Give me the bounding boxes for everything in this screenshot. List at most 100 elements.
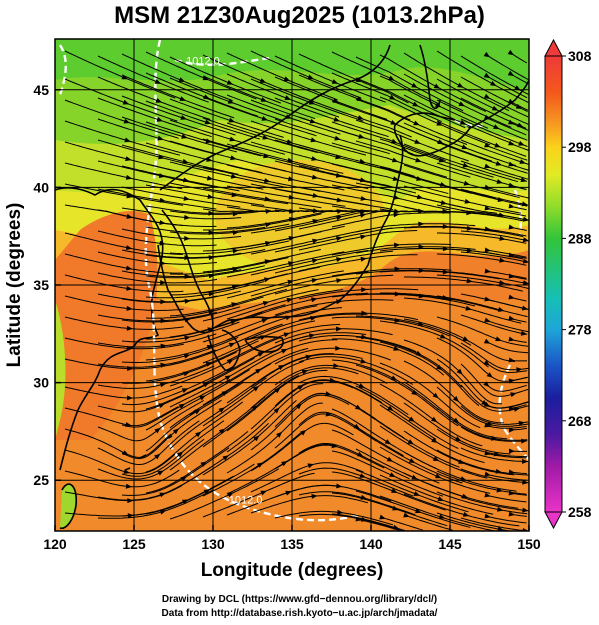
streamline-arrow <box>418 244 425 250</box>
streamline-arrow <box>415 350 423 356</box>
streamline-arrow <box>484 247 491 253</box>
streamline <box>379 54 487 112</box>
streamline-arrow <box>358 133 365 139</box>
streamline <box>169 363 272 429</box>
credits: Drawing by DCL (https://www.gfd−dennou.o… <box>0 593 599 621</box>
sakhalin <box>419 44 441 110</box>
streamline-arrow <box>184 317 191 323</box>
page-title: MSM 21Z30Aug2025 (1013.2hPa) <box>114 2 485 29</box>
streamline-arrow <box>157 135 164 141</box>
streamline <box>169 323 283 366</box>
streamline <box>331 338 445 376</box>
streamline <box>403 514 453 531</box>
streamline-arrow <box>208 230 215 236</box>
streamline-arrow <box>483 360 490 366</box>
streamline-arrow <box>228 342 236 348</box>
streamline <box>460 188 529 206</box>
streamline <box>121 249 242 259</box>
streamline <box>379 425 488 479</box>
streamline-arrow <box>392 505 399 511</box>
streamline <box>64 120 181 156</box>
streamline-arrow <box>261 318 268 324</box>
streamline <box>97 420 200 466</box>
streamline <box>97 209 217 227</box>
streamline <box>484 53 529 81</box>
credits-line-1: Drawing by DCL (https://www.gfd−dennou.o… <box>161 594 438 605</box>
streamline <box>298 288 419 300</box>
streamline <box>379 117 493 162</box>
colorbar-gradient <box>544 55 563 513</box>
streamline-arrow <box>336 197 343 203</box>
streamline-arrow <box>155 98 163 103</box>
streamline-arrow <box>336 209 343 214</box>
streamline-arrow <box>199 395 206 401</box>
streamline <box>460 97 527 129</box>
streamline-arrow <box>180 115 187 120</box>
streamline <box>403 185 521 214</box>
streamline-arrow <box>438 157 445 163</box>
streamline-arrow <box>442 246 449 252</box>
streamline-arrow <box>522 479 529 485</box>
streamline <box>274 510 394 526</box>
streamline-arrow <box>484 268 491 274</box>
streamline-arrow <box>414 139 421 144</box>
latitude-ticks: 25 30 35 40 45 <box>33 82 61 488</box>
streamline <box>436 120 527 157</box>
streamline <box>121 53 233 102</box>
streamline-arrow <box>255 368 262 374</box>
streamline-arrow <box>356 96 363 101</box>
streamline-arrow <box>178 77 186 82</box>
streamline <box>202 360 304 427</box>
streamline <box>379 495 495 531</box>
streamline-arrow <box>160 362 167 368</box>
streamline <box>250 50 362 99</box>
lon-tick-label: 125 <box>122 536 146 552</box>
colorbar-tick-label: 268 <box>568 413 592 429</box>
streamline-arrow <box>522 280 529 286</box>
streamline-arrow <box>508 336 515 342</box>
streamline-arrow <box>281 349 288 354</box>
streamline-arrow <box>458 459 465 464</box>
streamline <box>97 311 218 322</box>
streamline <box>169 240 290 255</box>
streamline <box>250 228 369 255</box>
lat-tick-label: 25 <box>33 472 49 488</box>
streamline-arrow <box>391 157 399 163</box>
streamline <box>355 223 476 233</box>
streamline <box>274 188 394 211</box>
streamline-arrow <box>297 384 304 391</box>
streamline-arrow <box>336 483 343 489</box>
lon-tick-label: 120 <box>43 536 67 552</box>
streamline-arrow <box>263 153 270 159</box>
streamline-arrow <box>158 403 166 409</box>
streamline-arrow <box>483 93 491 99</box>
streamline <box>331 316 450 337</box>
streamline <box>274 274 394 295</box>
streamline <box>403 451 517 492</box>
streamline <box>64 50 176 99</box>
streamline <box>298 312 419 321</box>
streamline-arrow <box>436 120 443 126</box>
streamline <box>169 304 286 338</box>
streamline-arrow <box>160 299 167 305</box>
streamline-arrow <box>393 212 400 218</box>
streamline-arrow <box>508 294 515 300</box>
streamline-arrow <box>483 338 491 344</box>
streamline <box>226 52 338 101</box>
streamline-arrow <box>312 238 319 244</box>
streamline-arrow <box>183 196 190 201</box>
streamline-arrow <box>465 305 472 311</box>
streamline <box>121 74 235 119</box>
streamline-arrow <box>126 395 133 401</box>
streamline <box>250 422 354 472</box>
streamline <box>298 74 411 121</box>
streamline-arrow <box>159 382 167 388</box>
streamline-arrow <box>484 471 491 477</box>
streamline <box>436 316 529 347</box>
streamline-arrow <box>126 193 133 199</box>
streamline <box>355 246 476 254</box>
streamline-arrow <box>491 435 498 441</box>
streamline <box>97 160 216 188</box>
streamline <box>298 443 410 480</box>
streamline-arrow <box>464 198 471 204</box>
